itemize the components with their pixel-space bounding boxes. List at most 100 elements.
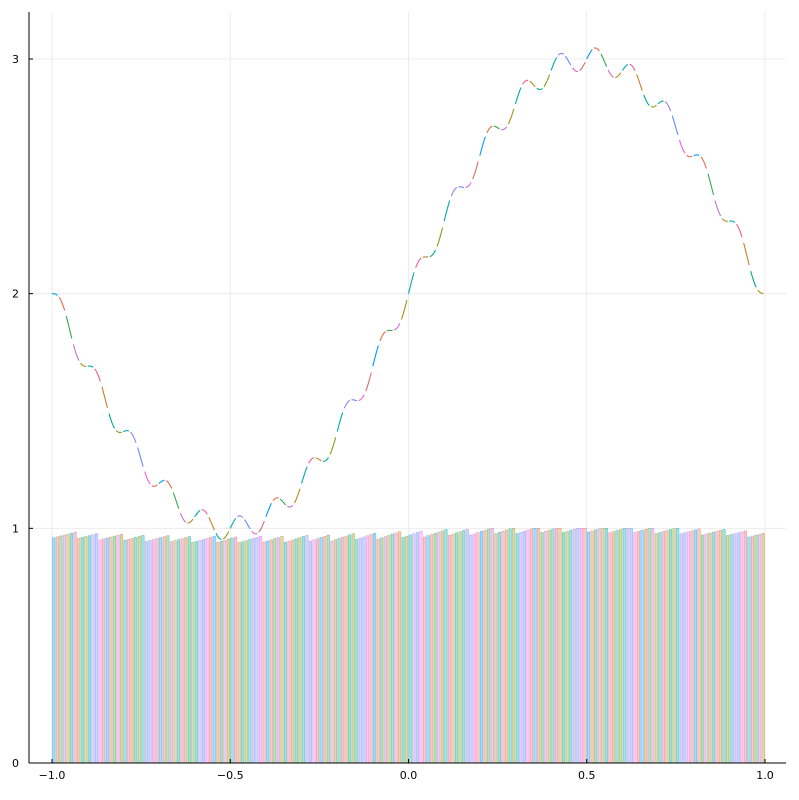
line-segment: [87, 365, 94, 368]
bar: [740, 531, 744, 764]
bar: [558, 528, 562, 764]
line-segment: [165, 480, 173, 489]
bar: [479, 531, 484, 764]
bar: [305, 534, 309, 764]
line-segment: [657, 100, 664, 105]
line-segment: [343, 399, 351, 409]
bar: [80, 537, 84, 764]
bar: [162, 536, 166, 764]
line-segment: [58, 296, 66, 311]
line-segment: [187, 518, 194, 524]
bar: [77, 538, 81, 764]
bar: [636, 531, 641, 764]
bar: [579, 528, 583, 764]
line-segment: [586, 49, 593, 60]
bar: [533, 528, 537, 764]
bar: [316, 538, 320, 764]
bar: [754, 534, 758, 764]
line-segment: [472, 161, 479, 180]
line-segment: [208, 517, 215, 531]
bar: [301, 536, 305, 764]
bar: [109, 536, 113, 764]
line-segment: [72, 344, 80, 361]
bar: [169, 541, 174, 764]
bar: [586, 531, 591, 764]
line-segment: [486, 125, 493, 134]
bar: [87, 535, 92, 764]
bar: [390, 533, 395, 764]
bar: [594, 529, 598, 764]
bar: [312, 539, 316, 764]
line-segment: [607, 69, 614, 78]
line-segment: [258, 520, 265, 533]
line-segment: [429, 249, 436, 258]
bar: [180, 538, 184, 764]
line-segment: [172, 492, 180, 509]
bar: [127, 539, 131, 764]
bar: [761, 533, 765, 764]
bar: [98, 539, 102, 764]
bar: [629, 528, 633, 764]
line-segment: [179, 512, 187, 523]
bar: [94, 533, 99, 764]
bar: [551, 528, 555, 764]
bar: [152, 539, 156, 764]
bar: [351, 533, 355, 764]
bar: [394, 532, 398, 764]
bar: [512, 528, 516, 764]
line-segment: [721, 218, 728, 222]
bar: [508, 528, 512, 764]
bar: [255, 537, 259, 764]
bar: [262, 541, 266, 764]
bar: [234, 536, 238, 764]
bar: [326, 534, 330, 764]
bar: [736, 532, 740, 764]
bar: [433, 532, 437, 764]
line-segment: [629, 63, 636, 71]
x-tick-label: 0.5: [578, 769, 596, 782]
y-tick-label: 0: [12, 757, 19, 770]
bar: [70, 532, 74, 764]
line-segment: [650, 104, 657, 108]
axes: [28, 12, 786, 764]
bar: [697, 528, 701, 764]
bar: [130, 538, 134, 764]
bar: [116, 534, 120, 764]
bar: [554, 528, 559, 764]
line-segment: [301, 466, 308, 484]
bar: [73, 531, 77, 764]
line-segment: [450, 187, 458, 197]
bar: [348, 534, 352, 764]
bar: [725, 535, 730, 764]
bar: [733, 533, 737, 764]
bar: [166, 535, 170, 764]
bar: [447, 535, 452, 764]
line-segment: [358, 394, 365, 402]
line-segment: [507, 108, 515, 125]
line-segment: [415, 257, 422, 268]
bar: [451, 533, 455, 764]
line-series: [52, 47, 764, 540]
bar: [102, 538, 106, 764]
bar: [201, 539, 206, 764]
bar: [444, 529, 448, 764]
bar: [59, 535, 63, 764]
bar: [323, 536, 327, 764]
line-segment: [543, 74, 551, 87]
bar: [565, 531, 569, 764]
line-segment: [365, 372, 372, 392]
line-segment: [308, 457, 315, 464]
bar: [658, 532, 662, 764]
line-segment: [101, 386, 109, 409]
bar: [176, 539, 181, 764]
bar: [148, 540, 152, 764]
bar: [611, 531, 616, 764]
bar: [283, 541, 288, 764]
bar: [212, 536, 216, 764]
bar: [458, 531, 462, 764]
bar: [672, 528, 676, 764]
bar: [369, 534, 373, 764]
bar: [690, 530, 694, 764]
line-segment: [222, 531, 230, 540]
line-segment: [550, 57, 558, 71]
